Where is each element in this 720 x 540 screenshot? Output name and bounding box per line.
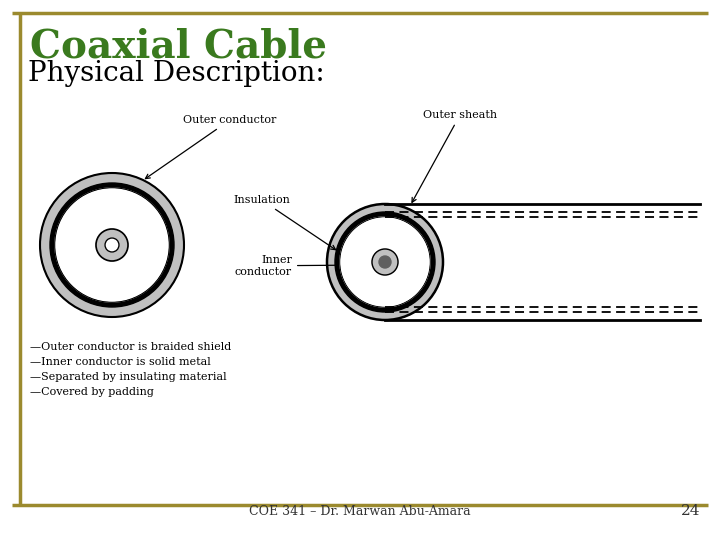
Text: Insulation: Insulation xyxy=(233,195,336,249)
Circle shape xyxy=(379,256,391,268)
Text: —Separated by insulating material: —Separated by insulating material xyxy=(30,372,227,382)
Circle shape xyxy=(105,238,119,252)
Text: Inner
conductor: Inner conductor xyxy=(235,255,366,276)
Text: Coaxial Cable: Coaxial Cable xyxy=(30,28,327,66)
Text: Outer conductor: Outer conductor xyxy=(145,115,276,179)
Text: COE 341 – Dr. Marwan Abu-Amara: COE 341 – Dr. Marwan Abu-Amara xyxy=(249,505,471,518)
Text: —Outer conductor is braided shield: —Outer conductor is braided shield xyxy=(30,342,231,352)
Circle shape xyxy=(55,188,169,302)
Text: —Covered by padding: —Covered by padding xyxy=(30,387,154,397)
Circle shape xyxy=(340,217,430,307)
Circle shape xyxy=(341,218,429,306)
Text: —Inner conductor is solid metal: —Inner conductor is solid metal xyxy=(30,357,211,367)
Circle shape xyxy=(327,204,443,320)
Circle shape xyxy=(96,229,128,261)
Circle shape xyxy=(50,183,174,307)
Circle shape xyxy=(40,173,184,317)
Circle shape xyxy=(372,249,398,275)
Circle shape xyxy=(56,189,168,301)
Text: Outer sheath: Outer sheath xyxy=(412,110,497,202)
Text: Physical Description:: Physical Description: xyxy=(28,60,325,87)
Circle shape xyxy=(335,212,435,312)
Text: 24: 24 xyxy=(680,504,700,518)
